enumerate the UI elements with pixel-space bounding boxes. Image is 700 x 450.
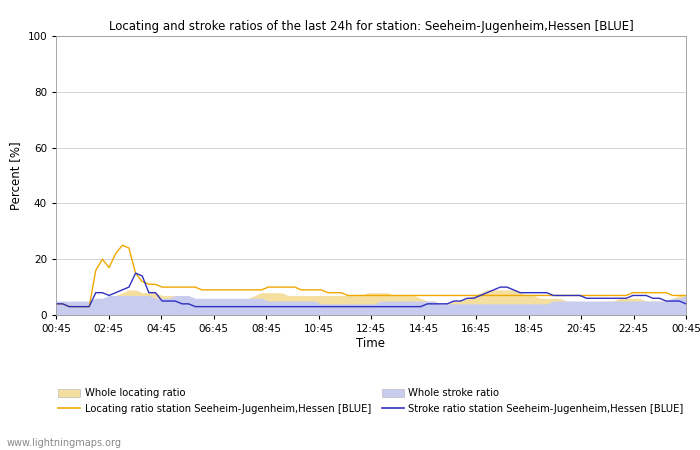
- Y-axis label: Percent [%]: Percent [%]: [9, 141, 22, 210]
- Text: www.lightningmaps.org: www.lightningmaps.org: [7, 438, 122, 448]
- Title: Locating and stroke ratios of the last 24h for station: Seeheim-Jugenheim,Hessen: Locating and stroke ratios of the last 2…: [108, 20, 634, 33]
- X-axis label: Time: Time: [356, 337, 386, 350]
- Legend: Whole locating ratio, Locating ratio station Seeheim-Jugenheim,Hessen [BLUE], Wh: Whole locating ratio, Locating ratio sta…: [58, 388, 684, 414]
